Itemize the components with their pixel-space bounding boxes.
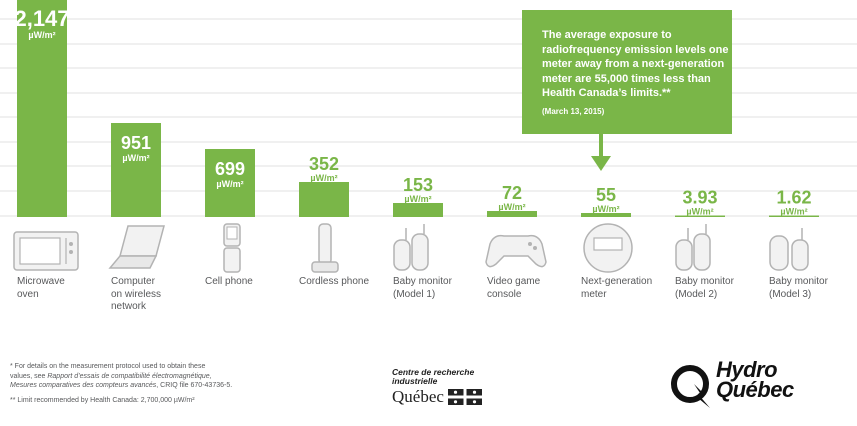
- value-label: 3.93: [682, 188, 717, 208]
- bar: [111, 123, 161, 217]
- bar: [581, 213, 631, 217]
- hydro-quebec-logo: Hydro Québec: [668, 359, 838, 410]
- value-label: 72: [502, 183, 522, 203]
- unit-label: µW/m²: [216, 179, 243, 189]
- bar: [205, 149, 255, 217]
- cell-phone-icon: [223, 223, 241, 273]
- footnote-1: * For details on the measurement protoco…: [10, 363, 233, 389]
- category-label: Cell phone: [205, 276, 253, 287]
- value-label: 699: [215, 159, 245, 179]
- value-label: 352: [309, 154, 339, 174]
- unit-label: µW/m²: [780, 207, 807, 217]
- criq-quebec: Québec: [392, 387, 444, 406]
- category-label: Baby monitor (Model 1): [393, 276, 452, 300]
- arrow-down-icon: [591, 134, 611, 171]
- bar: [17, 0, 67, 217]
- bar: [393, 203, 443, 217]
- baby-monitor-icon: [675, 224, 711, 271]
- unit-label: µW/m²: [498, 202, 525, 212]
- unit-label: µW/m²: [592, 204, 619, 214]
- hydro-quebec-q-icon: [671, 365, 710, 408]
- criq-logo: Centre de recherche industrielle Québec: [392, 368, 532, 407]
- category-label: Baby monitor (Model 2): [675, 276, 734, 300]
- laptop-icon: [108, 225, 165, 269]
- game-controller-icon: [485, 234, 547, 268]
- microwave-icon: [13, 231, 79, 271]
- unit-label: µW/m²: [28, 30, 55, 40]
- value-label: 951: [121, 133, 151, 153]
- callout-text: The average exposure to radiofrequency e…: [542, 29, 729, 99]
- category-label: Microwave oven: [17, 276, 65, 300]
- category-label: Next-generation meter: [581, 276, 653, 300]
- fleur-de-lis-flag-icon: [447, 388, 482, 405]
- bar: [675, 215, 725, 217]
- unit-label: µW/m²: [686, 207, 713, 217]
- value-label: 153: [403, 175, 433, 195]
- value-label: 55: [596, 185, 616, 205]
- unit-label: µW/m²: [310, 173, 337, 183]
- value-label: 2,147: [14, 6, 69, 31]
- category-label: Computer on wireless network: [111, 276, 162, 312]
- value-label: 1.62: [776, 188, 811, 208]
- smart-meter-icon: [583, 223, 633, 273]
- category-label: Video game console: [487, 276, 541, 300]
- baby-monitor-icon: [393, 224, 429, 271]
- baby-monitor-icon: [769, 228, 809, 271]
- category-label: Baby monitor (Model 3): [769, 276, 828, 300]
- bar: [487, 211, 537, 217]
- bars: [17, 0, 819, 217]
- bar: [769, 215, 819, 217]
- footnote-2: ** Limit recommended by Health Canada: 2…: [10, 397, 195, 404]
- bar: [299, 182, 349, 217]
- unit-label: µW/m²: [404, 194, 431, 204]
- category-label: Cordless phone: [299, 276, 370, 287]
- callout-date: (March 13, 2015): [542, 107, 605, 116]
- callout-box: The average exposure to radiofrequency e…: [522, 10, 732, 134]
- unit-label: µW/m²: [122, 153, 149, 163]
- cordless-phone-icon: [311, 223, 339, 273]
